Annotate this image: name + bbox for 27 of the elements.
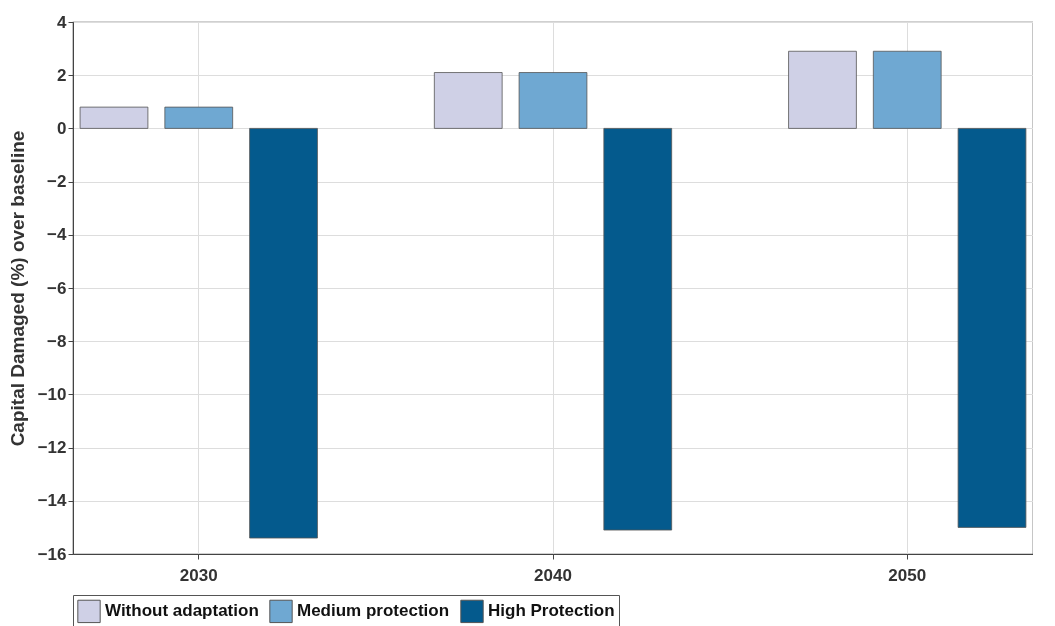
- y-axis-title: Capital Damaged (%) over baseline: [6, 130, 28, 447]
- bar: [872, 50, 942, 129]
- bar: [957, 128, 1027, 528]
- y-tick-label: −8: [47, 331, 67, 351]
- y-tick-label: −16: [37, 544, 67, 564]
- y-tick-label: 0: [57, 118, 67, 138]
- y-tick-label: −4: [47, 225, 68, 245]
- y-tick-label: −2: [47, 172, 67, 192]
- x-tick-label: 2050: [888, 565, 927, 585]
- y-tick-label: −12: [37, 438, 67, 458]
- y-tick-label: −14: [37, 491, 68, 511]
- bar: [788, 50, 857, 129]
- bar: [518, 72, 588, 129]
- bar: [79, 106, 149, 129]
- legend-label: Medium protection: [297, 601, 450, 621]
- legend-label: Without adaptation: [105, 601, 259, 621]
- y-tick-label: −6: [47, 278, 67, 298]
- legend-label: High Protection: [488, 601, 615, 621]
- bar: [249, 128, 318, 539]
- y-tick-label: −10: [37, 384, 67, 404]
- y-tick-label: 2: [57, 65, 67, 85]
- bar: [433, 72, 503, 129]
- x-tick-label: 2030: [179, 565, 218, 585]
- bar: [164, 106, 234, 129]
- x-tick-label: 2040: [534, 565, 572, 585]
- bar: [603, 128, 673, 531]
- y-tick-label: 4: [57, 12, 68, 32]
